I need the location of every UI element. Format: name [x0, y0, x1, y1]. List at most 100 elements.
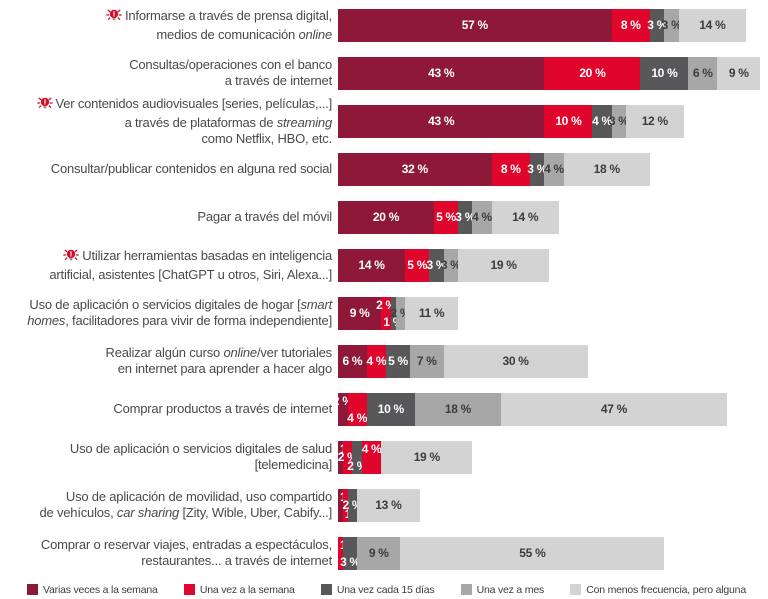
value-label: 47 %: [600, 402, 628, 416]
category-label-line: Uso de aplicación o servicios digitales …: [0, 297, 332, 313]
value-label: 19 %: [490, 258, 517, 272]
bar-segment: 3 %: [527, 152, 547, 186]
stacked-bar: 2 % 4 % 10 % 18 % 47 %: [333, 392, 727, 426]
bar-segment: 11 %: [405, 296, 458, 330]
category-label-line: medios de comunicación online: [0, 27, 332, 43]
label-text: Comprar productos a través de internet: [113, 401, 332, 416]
bar-segment: 14 %: [491, 200, 559, 234]
category-label-line: [telemedicina]: [0, 457, 333, 473]
value-label: 43 %: [428, 114, 455, 128]
label-text: Uso de aplicación de movilidad, uso comp…: [65, 489, 332, 504]
stacked-bar: 14 % 5 % 3 % 3 % 19 %: [338, 248, 550, 282]
chart-row: Pagar a través del móvil 20 % 5 % 3 % 4 % 14 …: [0, 193, 768, 241]
bar-segment: 10 %: [640, 56, 689, 90]
stacked-bar: 1 %1 %2 %13 %: [338, 488, 420, 522]
category-label-line: Uso de aplicación de movilidad, uso comp…: [0, 489, 332, 505]
stacked-bar: 6 % 4 % 5 % 7 % 30 %: [338, 344, 588, 378]
value-label: 9 %: [728, 66, 749, 80]
value-label: 5 %: [436, 210, 456, 224]
lightbulb-icon: [36, 97, 53, 109]
value-label: 3 %: [440, 258, 461, 272]
legend-label: Una vez cada 15 días: [336, 583, 435, 596]
value-label: 14 %: [699, 18, 726, 32]
chart-row: Realizar algún curso online/ver tutorial…: [0, 337, 768, 385]
bar-segment: 12 %: [625, 104, 684, 138]
legend-item: Varias veces a la semana: [27, 584, 158, 596]
value-label: 20 %: [579, 66, 606, 80]
stacked-bar: 9 % 2 % 1 % 2 % 11 %: [338, 296, 458, 330]
bar-segment: 8 %: [611, 8, 650, 42]
bar-segment: 18 %: [414, 392, 502, 426]
label-text: Uso de aplicación o servicios digitales …: [29, 297, 301, 312]
value-label: 30 %: [502, 354, 529, 368]
lightbulb-icon: [63, 249, 80, 261]
category-label: Uso de aplicación de movilidad, uso comp…: [0, 489, 338, 521]
label-text: homes: [27, 313, 66, 328]
legend-label: Con menos frecuencia, pero alguna: [586, 583, 746, 596]
label-text: Ver contenidos audiovisuales [series, pe…: [55, 96, 333, 111]
label-text: de vehículos,: [39, 505, 117, 520]
label-text: /ver tutoriales: [256, 345, 332, 360]
value-label: 3 %: [647, 18, 668, 32]
legend-item: Una vez a la semana: [183, 584, 295, 596]
value-label: 9 %: [368, 546, 389, 560]
label-text: Consultar/publicar contenidos en alguna …: [50, 161, 332, 176]
bar-segment: 4 %: [472, 200, 492, 234]
value-label: 9 %: [349, 306, 370, 320]
label-text: restaurantes... a través de internet: [141, 553, 332, 568]
legend-swatch: [570, 584, 582, 595]
label-text: a través de plataformas de: [124, 115, 277, 130]
chart-row: Comprar o reservar viajes, entradas a es…: [0, 529, 768, 577]
bar-segment: 57 %: [338, 8, 612, 42]
category-label-line: en internet para aprender a hacer algo: [0, 361, 332, 377]
category-label: Consultar/publicar contenidos en alguna …: [0, 161, 338, 177]
category-label: Comprar productos a través de internet: [0, 401, 338, 417]
bar-segment: 5 %: [385, 344, 410, 378]
bar-segment: 7 %: [409, 344, 444, 378]
chart-row: Comprar productos a través de internet 2 …: [0, 385, 768, 433]
bar-segment: 19 %: [381, 440, 473, 474]
label-text: a través de internet: [224, 73, 332, 88]
value-label: 5 %: [388, 354, 408, 368]
stacked-bar: 57 % 8 % 3 % 3 % 14 %: [338, 8, 746, 42]
legend-label: Una vez a mes: [476, 583, 545, 596]
legend-swatch: [460, 584, 472, 595]
value-label: 4 %: [592, 114, 612, 128]
chart-row: Uso de aplicación de movilidad, uso comp…: [0, 481, 768, 529]
value-label: 6 %: [342, 354, 363, 368]
category-label-line: como Netflix, HBO, etc.: [0, 131, 333, 147]
bar-segment: 4 %: [367, 344, 387, 378]
category-label-line: Uso de aplicación o servicios digitales …: [0, 441, 332, 457]
bar-segment: 3 %: [440, 248, 461, 282]
stacked-bar: 43 % 10 % 4 % 3 % 12 %: [338, 104, 684, 138]
value-label: 8 %: [620, 18, 641, 32]
value-label: 4 %: [361, 441, 382, 456]
bar-segment: 4 %: [361, 440, 382, 474]
bar-segment: 5 %: [434, 200, 458, 234]
value-label: 6 %: [692, 66, 713, 80]
bar-segment: 2 %: [347, 440, 367, 474]
bar-segment: 30 %: [443, 344, 588, 378]
category-label: Informarse a través de prensa digital, me…: [0, 7, 338, 43]
value-label: 10 %: [377, 402, 404, 416]
category-label-line: a través de plataformas de streaming: [0, 115, 333, 131]
category-label-line: Ver contenidos audiovisuales [series, pe…: [0, 95, 332, 115]
value-label: 5 %: [407, 258, 428, 272]
value-label: 3 %: [426, 258, 447, 272]
legend-item: Una vez cada 15 días: [320, 583, 435, 596]
label-text: como Netflix, HBO, etc.: [201, 131, 333, 146]
category-label-line: Consultar/publicar contenidos en alguna …: [0, 161, 332, 177]
bar-segment: 3 %: [662, 8, 682, 42]
category-label-line: Informarse a través de prensa digital,: [0, 7, 332, 27]
value-label: 10 %: [651, 66, 678, 80]
value-label: 18 %: [444, 402, 472, 416]
label-text: Pagar a través del móvil: [197, 209, 332, 224]
bar-segment: 14 %: [338, 248, 406, 282]
bar-segment: 32 %: [338, 152, 492, 186]
category-label: Uso de aplicación o servicios digitales …: [0, 441, 338, 473]
category-label-line: a través de internet: [0, 73, 332, 89]
value-label: 8 %: [500, 162, 521, 176]
chart-row: Consultar/publicar contenidos en alguna …: [0, 145, 768, 193]
label-text: Uso de aplicación o servicios digitales …: [69, 441, 332, 456]
